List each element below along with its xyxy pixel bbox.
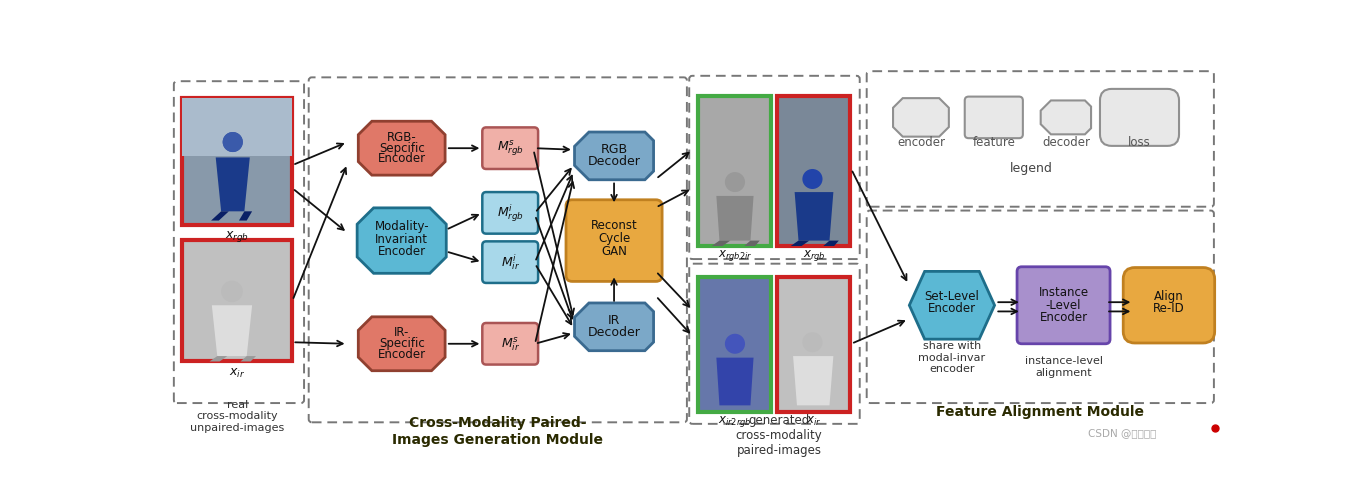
Polygon shape: [744, 241, 759, 246]
Polygon shape: [212, 211, 229, 221]
Text: real
cross-modality
unpaired-images: real cross-modality unpaired-images: [190, 400, 284, 433]
Polygon shape: [795, 192, 833, 241]
Text: Modality-: Modality-: [374, 220, 429, 233]
Polygon shape: [575, 132, 653, 180]
FancyBboxPatch shape: [482, 323, 538, 365]
FancyBboxPatch shape: [1123, 267, 1214, 343]
FancyBboxPatch shape: [482, 127, 538, 169]
Text: feature: feature: [973, 136, 1015, 149]
Text: instance-level
alignment: instance-level alignment: [1024, 356, 1102, 378]
Text: Encoder: Encoder: [1040, 311, 1087, 324]
Text: Feature Alignment Module: Feature Alignment Module: [936, 405, 1145, 418]
Text: $x_{rgb2ir}$: $x_{rgb2ir}$: [717, 248, 753, 263]
Circle shape: [802, 332, 822, 352]
Text: Encoder: Encoder: [377, 348, 426, 361]
FancyBboxPatch shape: [566, 200, 663, 281]
Text: Align: Align: [1154, 290, 1184, 303]
Polygon shape: [212, 305, 253, 356]
Polygon shape: [716, 358, 754, 406]
Text: $M^s_{ir}$: $M^s_{ir}$: [500, 335, 520, 352]
Polygon shape: [575, 303, 653, 351]
FancyBboxPatch shape: [183, 98, 292, 156]
Text: $x_{rgb}$: $x_{rgb}$: [803, 248, 825, 263]
Polygon shape: [824, 241, 839, 246]
Text: $x_{rgb}$: $x_{rgb}$: [225, 229, 250, 244]
Text: Set-Level: Set-Level: [925, 290, 979, 303]
FancyBboxPatch shape: [698, 277, 772, 412]
Text: legend: legend: [1009, 163, 1052, 175]
FancyBboxPatch shape: [1100, 89, 1179, 146]
FancyBboxPatch shape: [183, 240, 292, 361]
Polygon shape: [910, 271, 994, 339]
Text: encoder: encoder: [897, 136, 945, 149]
Text: GAN: GAN: [601, 245, 627, 258]
Text: $x_{ir2rgb}$: $x_{ir2rgb}$: [719, 414, 751, 429]
Text: Encoder: Encoder: [377, 153, 426, 166]
Text: decoder: decoder: [1042, 136, 1090, 149]
Text: $x_{ir}$: $x_{ir}$: [806, 415, 822, 428]
Text: $x_{ir}$: $x_{ir}$: [229, 366, 246, 380]
FancyBboxPatch shape: [964, 96, 1023, 138]
Polygon shape: [358, 121, 445, 175]
Polygon shape: [893, 98, 949, 137]
Polygon shape: [1041, 100, 1091, 134]
Circle shape: [725, 172, 744, 192]
Text: loss: loss: [1128, 136, 1152, 149]
Polygon shape: [712, 241, 731, 246]
Circle shape: [802, 169, 822, 189]
Circle shape: [221, 281, 243, 302]
Text: Re-ID: Re-ID: [1153, 302, 1184, 315]
Polygon shape: [716, 196, 754, 241]
Polygon shape: [794, 356, 833, 406]
Polygon shape: [239, 211, 253, 221]
Text: $M^s_{rgb}$: $M^s_{rgb}$: [497, 138, 523, 158]
Polygon shape: [358, 317, 445, 371]
FancyBboxPatch shape: [777, 277, 851, 412]
FancyBboxPatch shape: [482, 192, 538, 234]
FancyBboxPatch shape: [482, 242, 538, 283]
Text: share with
modal-invar
encoder: share with modal-invar encoder: [918, 341, 985, 374]
Text: Cross-Modality Paired-
Images Generation Module: Cross-Modality Paired- Images Generation…: [392, 416, 604, 447]
Text: Instance: Instance: [1038, 286, 1089, 300]
Text: Encoder: Encoder: [377, 245, 426, 258]
Polygon shape: [357, 208, 447, 273]
Polygon shape: [240, 356, 255, 361]
Text: Decoder: Decoder: [587, 326, 641, 339]
Text: Invariant: Invariant: [376, 233, 428, 246]
Text: generated
cross-modality
paired-images: generated cross-modality paired-images: [736, 414, 822, 457]
Text: Sepcific: Sepcific: [378, 142, 425, 155]
FancyBboxPatch shape: [777, 96, 851, 246]
FancyBboxPatch shape: [1018, 267, 1111, 344]
Text: Decoder: Decoder: [587, 155, 641, 168]
Text: IR-: IR-: [393, 327, 410, 339]
Polygon shape: [209, 356, 227, 361]
Circle shape: [223, 132, 243, 152]
Text: CSDN @学霸视界: CSDN @学霸视界: [1089, 428, 1157, 438]
Text: Encoder: Encoder: [928, 302, 977, 315]
Polygon shape: [791, 241, 809, 246]
Text: $M^i_{rgb}$: $M^i_{rgb}$: [497, 202, 523, 224]
Text: RGB: RGB: [601, 143, 627, 156]
Text: Specific: Specific: [378, 337, 425, 350]
Circle shape: [725, 334, 744, 354]
Text: RGB-: RGB-: [387, 131, 417, 144]
Polygon shape: [216, 158, 250, 211]
Text: IR: IR: [608, 314, 620, 327]
Text: Cycle: Cycle: [598, 232, 630, 245]
Text: -Level: -Level: [1046, 299, 1082, 312]
FancyBboxPatch shape: [698, 96, 772, 246]
Circle shape: [223, 132, 243, 152]
FancyBboxPatch shape: [183, 98, 292, 225]
Text: $M^i_{ir}$: $M^i_{ir}$: [500, 252, 520, 272]
Text: Reconst: Reconst: [590, 219, 638, 232]
